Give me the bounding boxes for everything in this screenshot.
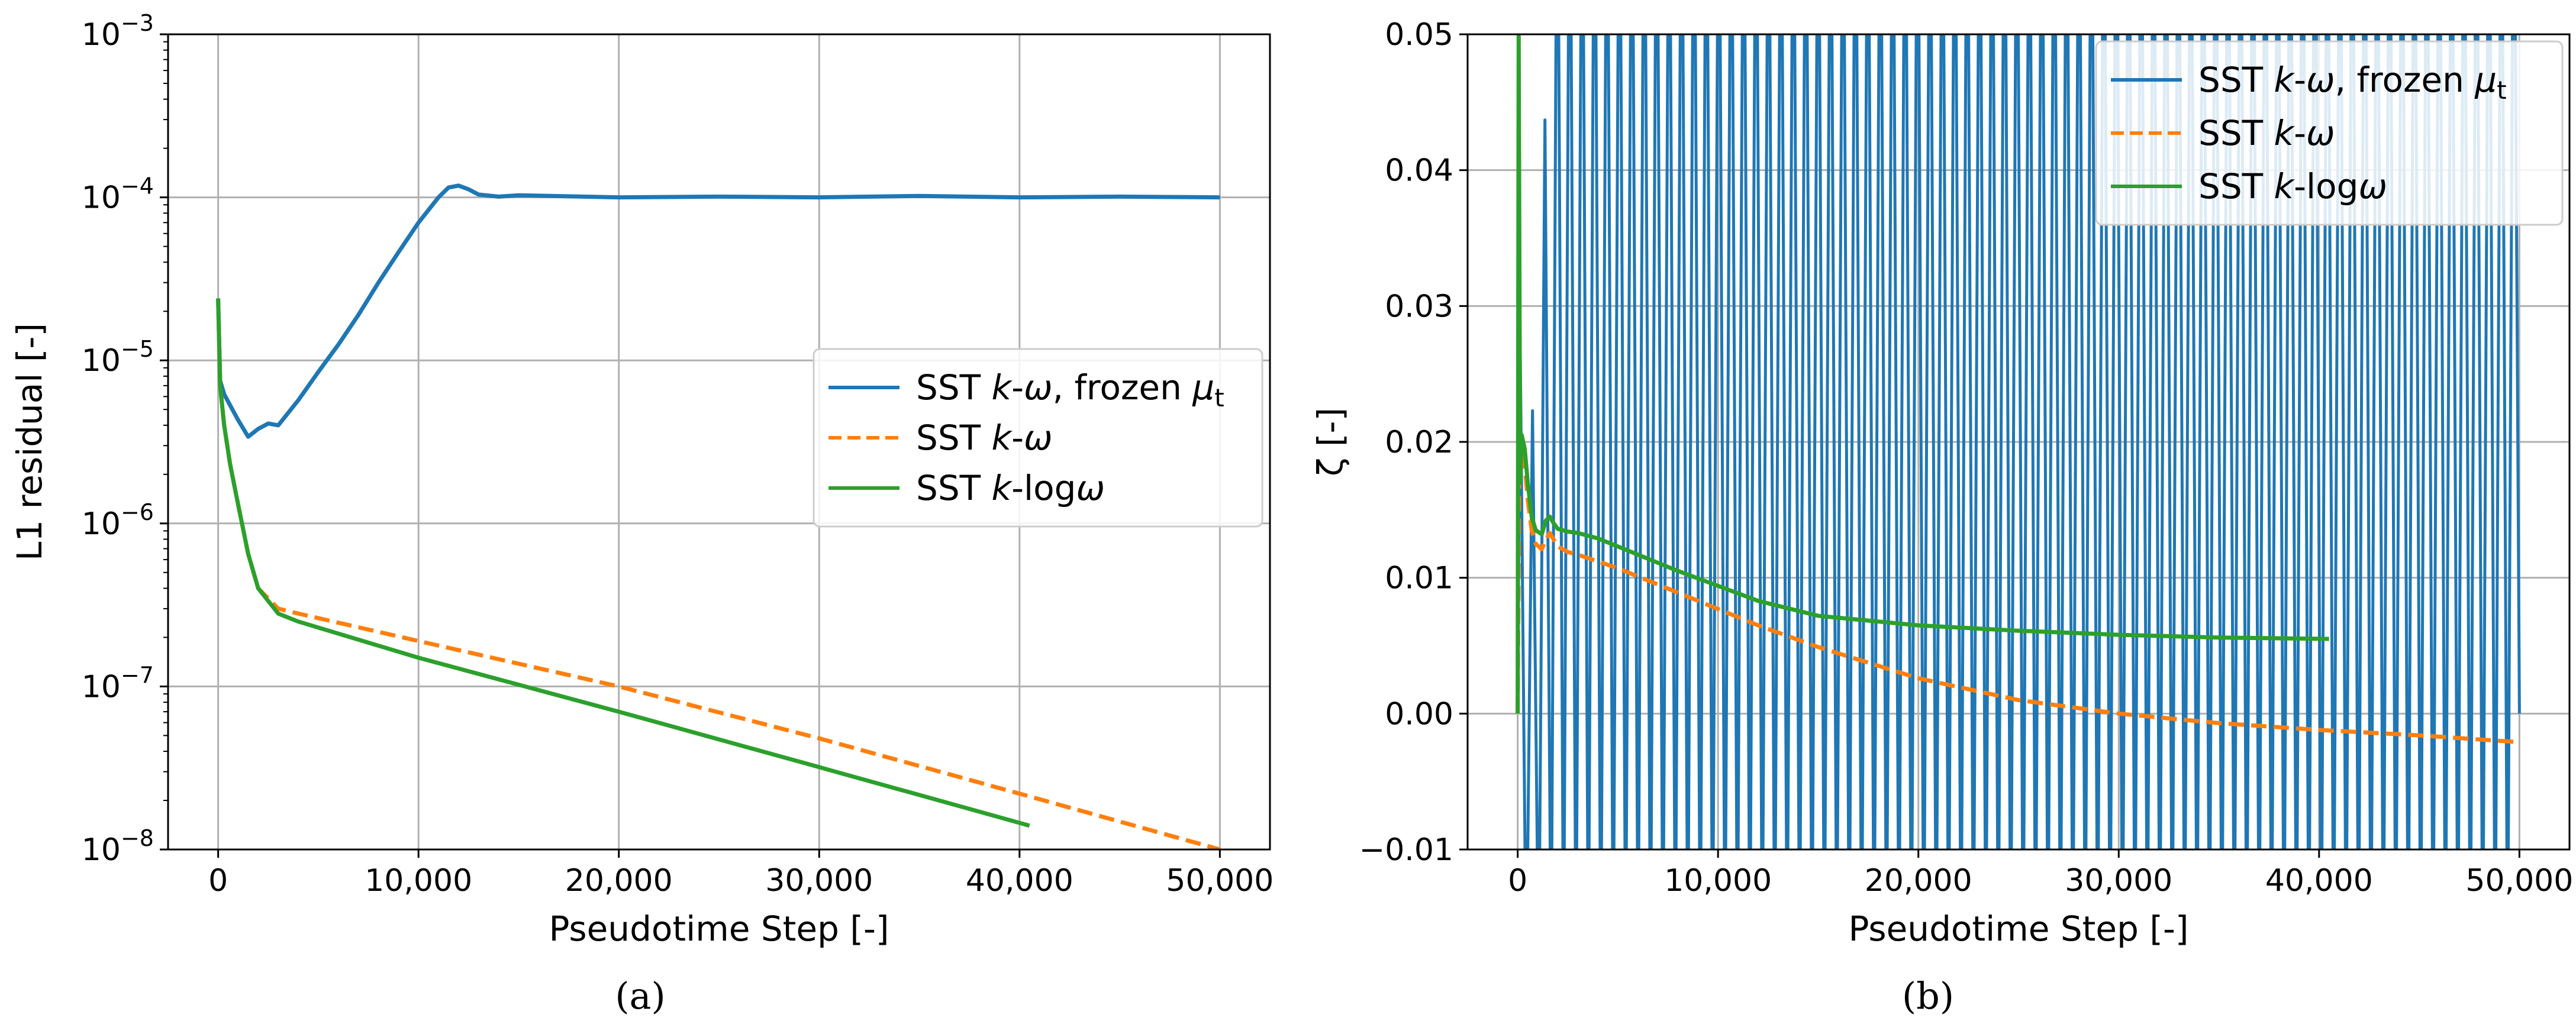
panel-a-xtick-label: 20,000	[565, 863, 673, 899]
panel-a-series-line-2	[216, 298, 1030, 828]
panel-a-ytick-label: 10−6	[82, 499, 154, 542]
panel-b-ylabel: ζ [-]	[1310, 408, 1350, 476]
panel-b-series	[1516, 34, 2521, 849]
panel-a-series	[216, 183, 1221, 849]
panel-b-legend-box	[2095, 40, 2564, 226]
panel-a: 0 10,000 20,000 30,000 40,000 50,000 10−8 10−7 1…	[9, 10, 1274, 1017]
panel-b-ytick-label: −0.01	[1359, 832, 1453, 868]
panel-b-xtick-label: 20,000	[1865, 863, 1972, 899]
panel-a-ytick-label: 10−7	[82, 662, 154, 705]
panel-b-ytick-label: 0.05	[1385, 17, 1453, 53]
panel-a-legend: SST k-ω, frozen μt SST k-ω SST k-logω	[813, 348, 1263, 528]
panel-a-xtick-label: 50,000	[1166, 863, 1274, 899]
panel-b-ytick-label: 0.03	[1385, 289, 1453, 324]
panel-b-ytick-label: 0.00	[1385, 696, 1453, 732]
panel-b-ytick-label: 0.04	[1385, 153, 1453, 189]
panel-b-xtick-label: 50,000	[2465, 863, 2573, 899]
panel-a-xtick-label: 10,000	[365, 863, 472, 899]
panel-a-frame	[167, 33, 1271, 851]
panel-a-caption: (a)	[615, 974, 665, 1017]
panel-a-ticks: 0 10,000 20,000 30,000 40,000 50,000 10−8 10−7 1…	[82, 10, 1274, 899]
panel-b-xtick-label: 0	[1508, 863, 1527, 899]
panel-a-ytick-label: 10−5	[82, 336, 154, 379]
panel-b-ytick-label: 0.02	[1385, 425, 1453, 460]
panel-a-ytick-label: 10−4	[82, 173, 154, 216]
panel-b-xtick-label: 40,000	[2265, 863, 2373, 899]
panel-a-series-line-0	[216, 183, 1220, 439]
panel-b-xtick-label: 10,000	[1664, 863, 1772, 899]
panel-a-legend-label-sst: SST k-ω	[916, 418, 1053, 458]
panel-a-xtick-label: 30,000	[765, 863, 873, 899]
panel-a-ylabel: L1 residual [-]	[9, 323, 50, 561]
panel-a-legend-label-log: SST k-logω	[916, 468, 1105, 508]
panel-a-series-line-1	[216, 298, 1221, 849]
panel-b-series-line-2	[1516, 34, 2329, 714]
panel-b-caption: (b)	[1902, 974, 1954, 1017]
panel-a-ytick-label: 10−8	[82, 825, 154, 868]
panel-b-legend-label-frozen: SST k-ω, frozen μt	[2198, 60, 2507, 105]
panel-b-ytick-label: 0.01	[1385, 561, 1453, 596]
panel-b: 0 10,000 20,000 30,000 40,000 50,000 −0.01 0.00…	[1310, 17, 2574, 1017]
panel-a-xtick-label: 40,000	[966, 863, 1073, 899]
panel-a-legend-label-frozen: SST k-ω, frozen μt	[916, 367, 1224, 412]
panel-b-xtick-label: 30,000	[2065, 863, 2172, 899]
panel-b-legend-label-log: SST k-logω	[2198, 166, 2387, 206]
panel-b-legend: SST k-ω, frozen μt SST k-ω SST k-logω	[2095, 40, 2564, 226]
panel-b-series-line-1	[1516, 447, 2520, 745]
panel-a-xlabel: Pseudotime Step [-]	[549, 909, 889, 949]
panel-b-legend-label-sst: SST k-ω	[2198, 113, 2335, 153]
panel-b-ticks: 0 10,000 20,000 30,000 40,000 50,000 −0.01 0.00…	[1359, 17, 2574, 899]
panel-a-legend-box	[813, 348, 1263, 528]
panel-a-ytick-label: 10−3	[82, 10, 154, 53]
panel-b-xlabel: Pseudotime Step [-]	[1848, 909, 2188, 949]
panel-a-xtick-label: 0	[208, 863, 228, 899]
